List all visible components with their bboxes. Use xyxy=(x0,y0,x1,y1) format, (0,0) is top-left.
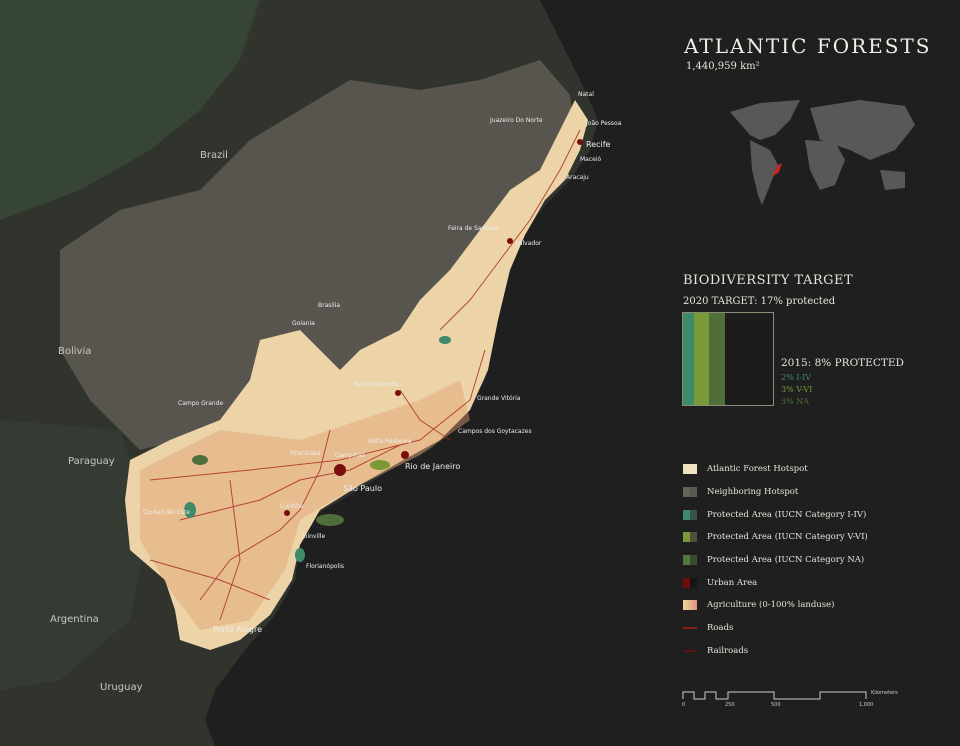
legend-label: Urban Area xyxy=(707,577,758,588)
city-label: Feira de Santana xyxy=(448,225,499,232)
city-label: Campinas xyxy=(335,452,365,459)
biodiversity-heading: BIODIVERSITY TARGET xyxy=(683,273,854,288)
scale-bar-graphic xyxy=(682,691,867,700)
city-label: Belo Horizonte xyxy=(354,381,399,388)
legend-item: Protected Area (IUCN Category V-VI) xyxy=(683,526,868,549)
city-label: Curitiba xyxy=(280,503,304,510)
city-label: Maceió xyxy=(580,156,602,163)
atlantic-forest-highlight xyxy=(772,163,782,177)
atlantic-forest-region xyxy=(125,100,588,650)
color-swatch-icon xyxy=(683,532,697,543)
line-swatch-icon xyxy=(683,649,697,652)
protected-areas xyxy=(184,336,451,562)
city-label: Porto Alegre xyxy=(213,625,263,634)
legend-label: Railroads xyxy=(707,645,749,656)
city-label: Brasilia xyxy=(318,302,341,309)
city-label: São Paulo xyxy=(343,484,382,493)
city-label: Volta Redonda xyxy=(368,438,412,445)
city-label: Goiania xyxy=(292,320,315,327)
line-swatch-icon xyxy=(683,627,697,630)
city-label: Rio de Janeiro xyxy=(405,462,461,471)
protected-segment xyxy=(709,313,726,405)
protected-segment xyxy=(683,313,694,405)
scale-unit: Kilometers xyxy=(871,690,898,696)
legend-item: Atlantic Forest Hotspot xyxy=(683,458,868,481)
legend-label: Protected Area (IUCN Category NA) xyxy=(707,555,865,566)
city-label: Campos dos Goytacazes xyxy=(458,428,532,435)
scale-tick: 1,000 xyxy=(859,702,874,708)
legend-item: Roads xyxy=(683,617,868,640)
city-label: Aracaju xyxy=(566,174,589,181)
city-label: Joinville xyxy=(302,533,326,540)
segment-label: 3% NA xyxy=(781,397,810,406)
city-label: Salvador xyxy=(515,240,542,247)
area-value: 1,440,959 km² xyxy=(686,61,760,72)
legend-item: Railroads xyxy=(683,640,868,663)
protected-2015-label: 2015: 8% PROTECTED xyxy=(781,357,904,369)
legend-item: Agriculture (0-100% landuse) xyxy=(683,594,868,617)
country-label: Paraguay xyxy=(68,456,115,467)
city-label: Piracicaba xyxy=(290,450,321,457)
scale-tick: 250 xyxy=(725,702,735,708)
legend-item: Protected Area (IUCN Category I-IV) xyxy=(683,503,868,526)
color-swatch-icon xyxy=(683,555,697,566)
legend-label: Agriculture (0-100% landuse) xyxy=(707,600,835,611)
country-label: Brazil xyxy=(200,150,228,161)
neighboring-hotspot-region xyxy=(60,60,575,450)
color-swatch-icon xyxy=(683,464,697,475)
scale-tick: 500 xyxy=(771,702,781,708)
chaco-region xyxy=(0,420,150,690)
city-label: Natal xyxy=(578,91,594,98)
world-inset-map xyxy=(730,100,915,205)
legend-item: Protected Area (IUCN Category NA) xyxy=(683,549,868,572)
segment-label: 3% V-VI xyxy=(781,385,813,394)
legend-label: Protected Area (IUCN Category I-IV) xyxy=(707,509,867,520)
city-label: Recife xyxy=(586,140,611,149)
scale-tick: 0 xyxy=(682,702,686,708)
city-label: Juazeiro Do Norte xyxy=(490,117,543,124)
color-swatch-icon xyxy=(683,487,697,498)
city-label: Grande Vitória xyxy=(477,395,521,402)
protected-segment xyxy=(693,313,710,405)
city-label: João Pessoa xyxy=(586,120,622,127)
segment-label: 2% I-IV xyxy=(781,373,812,382)
roads xyxy=(149,129,581,621)
legend: Atlantic Forest Hotspot Neighboring Hotsp… xyxy=(683,458,868,662)
legend-item: Urban Area xyxy=(683,571,868,594)
urban-areas xyxy=(284,139,583,516)
page-title: ATLANTIC FORESTS xyxy=(684,34,932,58)
city-label: Ciudad del Este xyxy=(143,509,190,516)
color-swatch-icon xyxy=(683,577,697,588)
target-label: 2020 TARGET: 17% protected xyxy=(683,296,836,307)
amazon-region xyxy=(0,0,260,220)
city-label: Campo Grande xyxy=(178,400,224,407)
country-label: Bolivia xyxy=(58,346,92,357)
legend-label: Neighboring Hotspot xyxy=(707,487,799,498)
protection-target-chart xyxy=(682,312,774,406)
country-label: Uruguay xyxy=(100,682,143,693)
legend-label: Protected Area (IUCN Category V-VI) xyxy=(707,532,868,543)
color-swatch-icon xyxy=(683,600,697,611)
legend-label: Atlantic Forest Hotspot xyxy=(707,464,808,475)
color-swatch-icon xyxy=(683,509,697,520)
legend-label: Roads xyxy=(707,623,734,634)
city-label: Florianópolis xyxy=(306,563,345,570)
scale-bar: 0 250 500 1,000 Kilometers xyxy=(682,688,898,708)
legend-item: Neighboring Hotspot xyxy=(683,481,868,504)
country-label: Argentina xyxy=(50,614,99,625)
agriculture-overlay xyxy=(140,380,470,630)
